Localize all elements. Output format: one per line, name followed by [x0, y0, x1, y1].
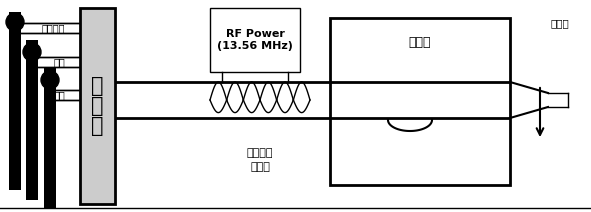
- Circle shape: [23, 43, 41, 61]
- Circle shape: [6, 13, 24, 31]
- Text: 氩气: 氩气: [53, 90, 65, 100]
- Bar: [26, 40, 38, 200]
- Bar: [12, 26, 18, 36]
- Bar: [210, 8, 300, 72]
- Text: 氢气: 氢气: [53, 57, 65, 67]
- Bar: [44, 68, 56, 208]
- Text: 真空泵: 真空泵: [551, 18, 569, 28]
- Circle shape: [41, 71, 59, 89]
- Bar: [330, 18, 510, 185]
- Text: 碳源气体: 碳源气体: [41, 23, 65, 33]
- Bar: [80, 8, 115, 204]
- Text: 流
量
计: 流 量 计: [91, 76, 104, 136]
- Bar: [29, 56, 35, 66]
- Text: 管式炉: 管式炉: [409, 35, 431, 49]
- Bar: [9, 12, 21, 190]
- Text: RF Power
(13.56 MHz): RF Power (13.56 MHz): [217, 29, 293, 51]
- Bar: [47, 84, 53, 94]
- Text: 等离子体
发生器: 等离子体 发生器: [247, 148, 273, 172]
